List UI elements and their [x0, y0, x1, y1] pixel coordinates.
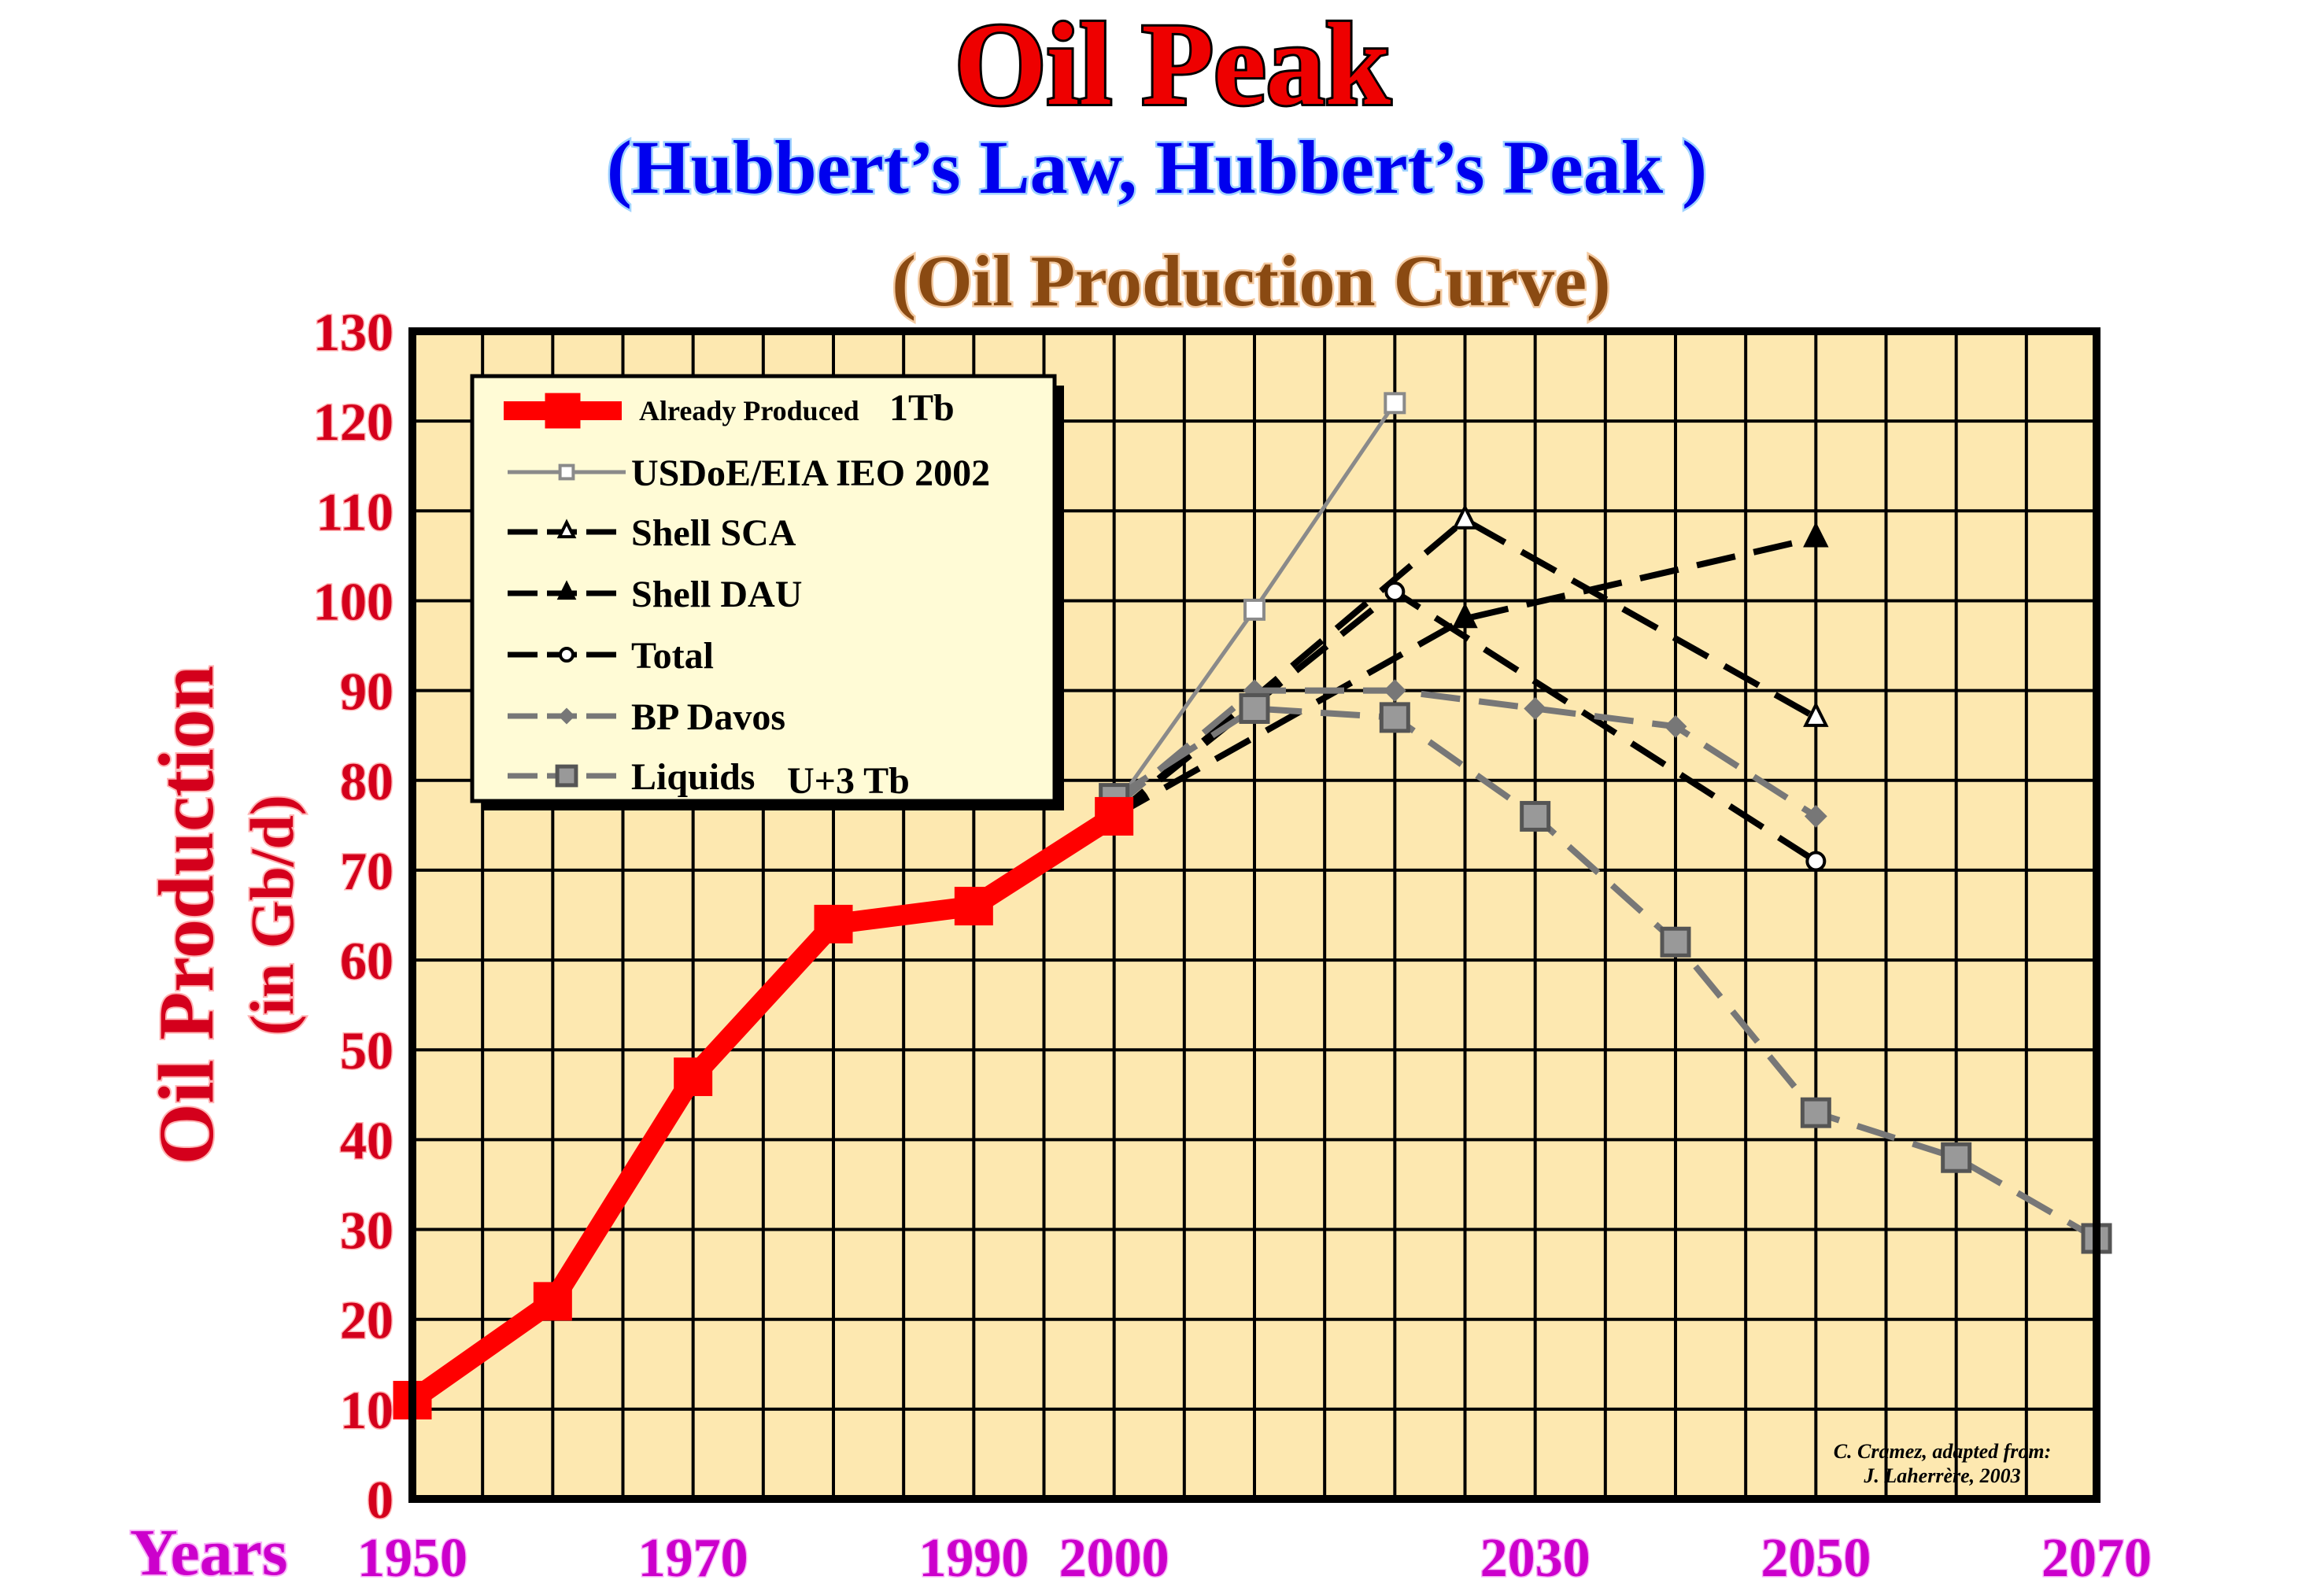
point-shell-dau [1452, 602, 1478, 629]
y-tick-label: 110 [316, 482, 393, 541]
legend-label-suffix: U+3 Tb [787, 760, 910, 802]
point-already-produced [954, 887, 993, 926]
y-tick-label: 70 [340, 841, 393, 901]
point-bp-davos [1804, 805, 1827, 828]
y-tick-label: 60 [340, 931, 393, 991]
legend-item-total: Total [508, 635, 714, 677]
legend-label: Shell DAU [631, 574, 802, 615]
x-tick-label: 1950 [357, 1528, 467, 1580]
point-bp-davos [1664, 714, 1687, 738]
series-line-shell-dau [1112, 534, 1817, 819]
chart-subtitle: (Hubbert’s Law, Hubbert’s Peak ) [607, 125, 1707, 209]
y-tick-label: 40 [340, 1110, 393, 1170]
plot-border [408, 327, 2100, 1503]
legend-swatch-marker [558, 463, 575, 481]
y-tick-label: 0 [367, 1470, 393, 1530]
y-axis-title: Oil Production [142, 666, 230, 1165]
point-shell-sca [1803, 701, 1829, 727]
legend-item-bp-davos: BP Davos [508, 696, 785, 738]
legend-label-suffix: 1Tb [889, 387, 955, 429]
point-liquids [1660, 926, 1691, 958]
point-liquids [1800, 1097, 1831, 1128]
legend-label: Liquids [631, 756, 755, 798]
legend-swatch-marker [556, 519, 577, 539]
legend-swatch-marker [556, 580, 577, 600]
legend-item-shell-sca: Shell SCA [508, 512, 796, 554]
point-bp-davos [1524, 697, 1547, 720]
legend-swatch-marker [545, 393, 581, 429]
y-tick-label: 130 [313, 302, 393, 362]
x-tick-label: 2050 [1761, 1528, 1871, 1580]
legend-label: Already Produced [639, 395, 859, 426]
x-tick-labels: 1950 1970 1990 2000 2030 2050 2070 [357, 1527, 2153, 1580]
x-tick-label: 1970 [638, 1528, 748, 1580]
x-tick-label: 2030 [1480, 1528, 1591, 1580]
series-line-shell-sca [1112, 516, 1818, 819]
x-axis-title: Years [130, 1516, 288, 1580]
series-already-produced [393, 796, 1134, 1419]
point-liquids [1239, 692, 1270, 724]
y-tick-label: 10 [340, 1380, 393, 1440]
y-tick-label: 90 [340, 662, 393, 722]
legend-label: BP Davos [631, 696, 785, 738]
point-shell-sca [1452, 504, 1478, 530]
y-tick-label: 80 [340, 751, 393, 811]
point-already-produced [814, 904, 853, 943]
point-liquids [1941, 1142, 1972, 1173]
point-usdoe-eia-ieo-2002 [1384, 392, 1406, 415]
legend-item-shell-dau: Shell DAU [508, 574, 802, 615]
y-tick-label: 120 [313, 392, 393, 452]
legend-item-usdoe-eia-ieo-2002: USDoE/EIA IEO 2002 [508, 452, 990, 494]
y-tick-label: 20 [340, 1290, 393, 1350]
chart-title: Oil Peak [955, 0, 1391, 130]
point-shell-dau [1803, 522, 1829, 548]
legend-swatch-marker [558, 707, 575, 725]
legend-swatch-marker [555, 764, 578, 788]
x-tick-label: 2070 [2041, 1528, 2152, 1580]
legend-swatch-marker [559, 647, 575, 663]
series-line-bp-davos [1112, 687, 1818, 819]
point-already-produced [533, 1282, 572, 1321]
y-tick-label: 50 [340, 1021, 393, 1080]
y-tick-labels: 0 10 20 30 40 50 60 70 80 90 100 110 120 130 [312, 301, 395, 1531]
series-layer [393, 392, 2112, 1419]
y-axis-unit: (in Gb/d) [238, 795, 306, 1035]
credit-line-1: C. Cramez, adapted from: [1834, 1440, 2052, 1463]
chart-subtitle-2: (Oil Production Curve) [892, 241, 1610, 321]
point-liquids [1520, 800, 1551, 832]
credit-line-2: J. Laherrère, 2003 [1863, 1464, 2020, 1487]
series-line-liquids [1112, 705, 2098, 1242]
point-total [1805, 851, 1827, 872]
point-total [1384, 581, 1406, 603]
legend-label: Total [631, 635, 714, 677]
x-tick-label: 1990 [918, 1528, 1029, 1580]
y-tick-label: 30 [340, 1201, 393, 1261]
point-already-produced [1095, 796, 1134, 836]
point-already-produced [674, 1057, 713, 1096]
y-tick-label: 100 [313, 571, 393, 631]
x-tick-label: 2000 [1059, 1528, 1169, 1580]
legend-item-liquids: Liquids U+3 Tb [508, 756, 910, 802]
legend-label: USDoE/EIA IEO 2002 [631, 452, 990, 494]
point-usdoe-eia-ieo-2002 [1243, 598, 1265, 621]
series-liquids [1099, 692, 2112, 1254]
legend-label: Shell SCA [631, 512, 796, 554]
legend: Already Produced 1Tb USDoE/EIA IEO 2002 She… [470, 374, 1064, 810]
point-liquids [1379, 702, 1410, 733]
legend-item-already-produced: Already Produced 1Tb [504, 387, 955, 429]
point-bp-davos [1383, 679, 1406, 703]
series-line-already-produced [406, 807, 1120, 1409]
